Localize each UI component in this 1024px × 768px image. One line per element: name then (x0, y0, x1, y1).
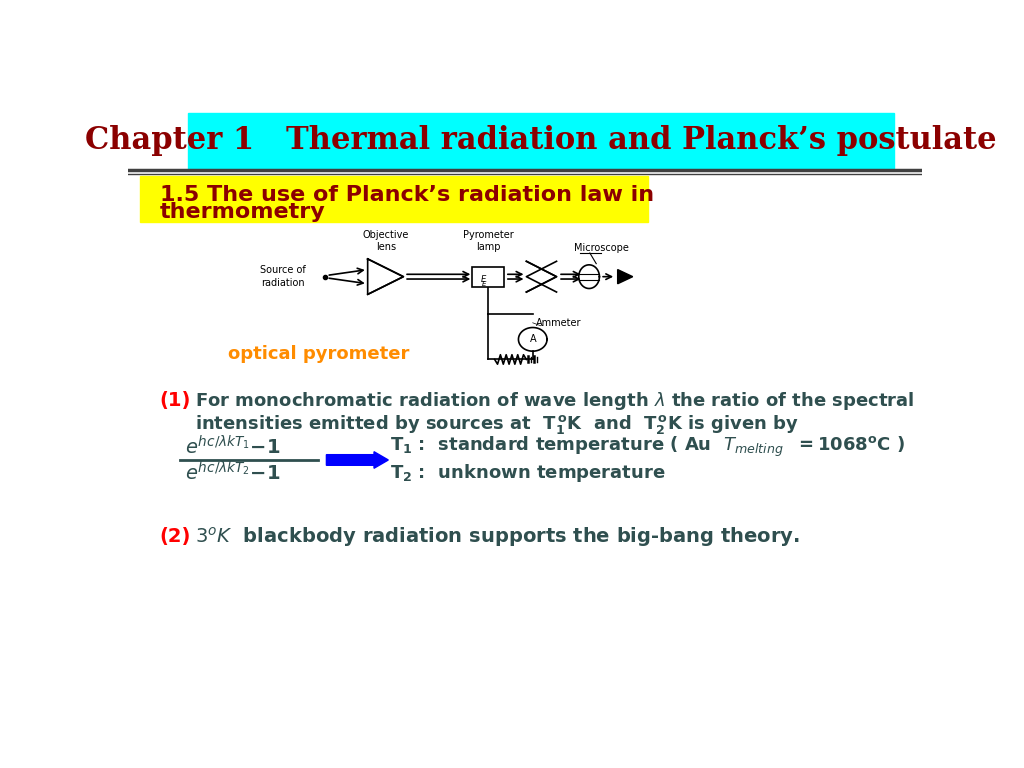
Text: $\mathbf{T_1}$ :  standard temperature ( Au  $T_{melting}$  $\mathbf{= 1068^oC}$: $\mathbf{T_1}$ : standard temperature ( … (390, 435, 905, 459)
Text: Objective
lens: Objective lens (362, 230, 410, 252)
Text: $e^{hc / \lambda kT_1}$$\mathbf{ - 1}$: $e^{hc / \lambda kT_1}$$\mathbf{ - 1}$ (185, 435, 281, 458)
Text: Microscope: Microscope (573, 243, 629, 253)
FancyBboxPatch shape (187, 113, 894, 169)
FancyBboxPatch shape (472, 266, 504, 286)
FancyArrow shape (327, 452, 388, 468)
Text: (1): (1) (160, 392, 191, 410)
Text: Source of
radiation: Source of radiation (260, 266, 305, 288)
Text: Ammeter: Ammeter (536, 318, 582, 328)
Text: $e^{hc / \lambda kT_2}$$\mathbf{ - 1}$: $e^{hc / \lambda kT_2}$$\mathbf{ - 1}$ (185, 462, 281, 485)
Text: E: E (481, 281, 485, 286)
FancyBboxPatch shape (140, 176, 648, 222)
Text: optical pyrometer: optical pyrometer (227, 345, 410, 362)
Polygon shape (617, 270, 633, 283)
Text: For monochromatic radiation of wave length $\lambda$ the ratio of the spectral: For monochromatic radiation of wave leng… (196, 390, 914, 412)
Text: $\mathbf{T_2}$ :  unknown temperature: $\mathbf{T_2}$ : unknown temperature (390, 462, 666, 484)
Text: thermometry: thermometry (160, 202, 326, 222)
Text: Pyrometer
lamp: Pyrometer lamp (463, 230, 514, 252)
Text: 1.5 The use of Planck’s radiation law in: 1.5 The use of Planck’s radiation law in (160, 185, 654, 205)
Text: $3^o K$  blackbody radiation supports the big-bang theory.: $3^o K$ blackbody radiation supports the… (196, 525, 801, 549)
Text: (2): (2) (160, 528, 191, 546)
Text: intensities emitted by sources at  $\mathbf{T_1^{\,o}K}$  and  $\mathbf{T_2^{\,o: intensities emitted by sources at $\math… (196, 413, 800, 436)
Text: E: E (481, 274, 486, 283)
Text: Chapter 1   Thermal radiation and Planck’s postulate: Chapter 1 Thermal radiation and Planck’s… (85, 125, 996, 156)
Text: A: A (529, 334, 536, 344)
